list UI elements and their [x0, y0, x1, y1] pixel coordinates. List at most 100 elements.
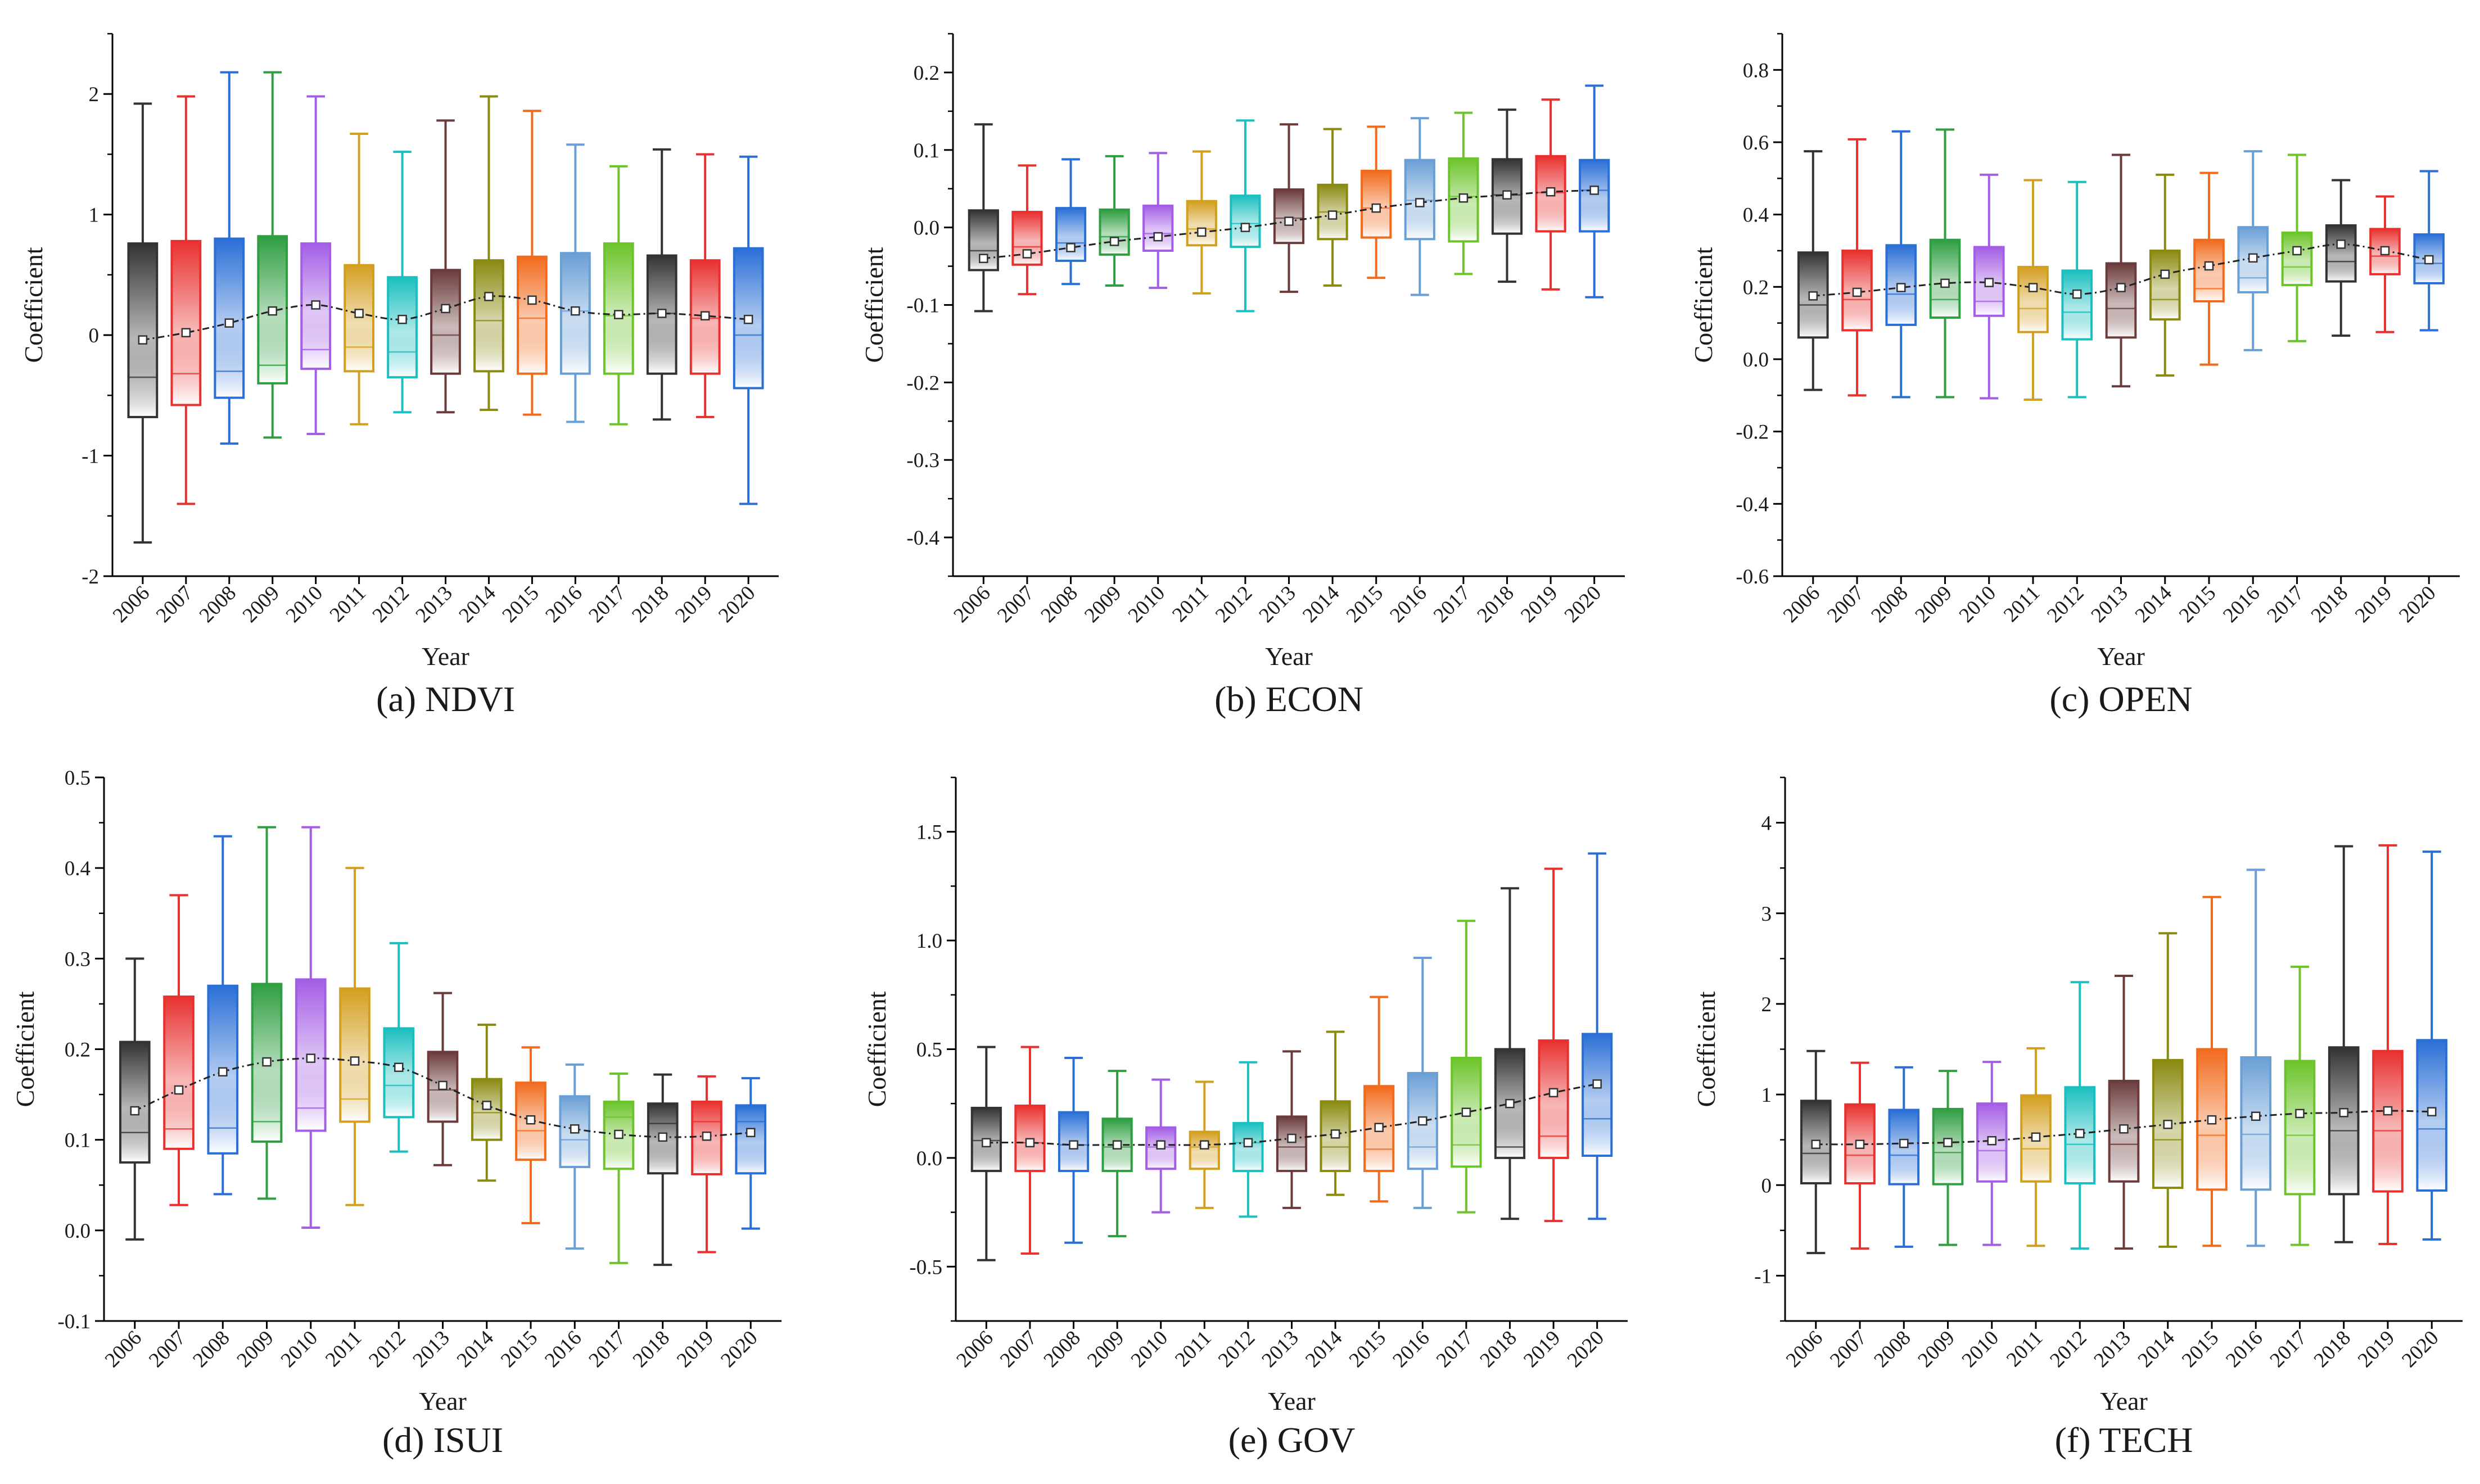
mean-marker [2295, 1109, 2305, 1119]
x-tick-label: 2020 [714, 581, 760, 627]
mean-marker [700, 311, 710, 321]
mean-marker [1548, 1088, 1559, 1098]
chart-panel-6: -101234200620072008200920102011201220132… [1692, 776, 2463, 1460]
mean-marker [1808, 291, 1818, 301]
mean-marker [614, 1129, 624, 1139]
mean-marker [1852, 287, 1862, 297]
x-tick-label: 2016 [540, 1326, 586, 1372]
y-tick-label: -0.2 [906, 372, 939, 395]
x-tick-label: 2012 [364, 1326, 410, 1372]
mean-marker [354, 309, 364, 318]
x-tick-label: 2007 [996, 1326, 1041, 1372]
box-2007 [1844, 1061, 1876, 1250]
box-iqr [646, 254, 677, 375]
x-tick-label: 2012 [368, 581, 414, 627]
box-2020 [2416, 850, 2448, 1241]
box-2016 [559, 143, 591, 423]
box-iqr [344, 264, 374, 373]
box-2007 [1841, 138, 1873, 397]
y-axis-title: Coefficient [862, 991, 891, 1107]
box-2006 [1800, 1049, 1832, 1255]
box-2011 [339, 867, 371, 1206]
box-2017 [1448, 111, 1479, 275]
mean-marker [571, 306, 580, 316]
y-tick-label: 0.0 [65, 1220, 91, 1243]
x-tick-label: 2018 [627, 581, 673, 627]
box-2015 [517, 110, 548, 416]
chart-panel-1: -2-1012200620072008200920102011201220132… [19, 33, 779, 719]
y-tick-label: -2 [82, 565, 99, 589]
box-iqr [2413, 233, 2445, 284]
box-2010 [1976, 1061, 2008, 1246]
box-iqr [430, 269, 461, 375]
box-2008 [214, 71, 245, 445]
mean-marker [484, 292, 494, 301]
box-2013 [2108, 974, 2140, 1250]
y-tick-label: 0.5 [916, 1039, 942, 1062]
box-iqr [1976, 1102, 2008, 1183]
y-tick-label: 3 [1761, 903, 1772, 926]
box-2013 [2105, 153, 2137, 388]
chart-panel-5: -0.5 0.0 0.5 1.0 1.5 200620072008200920102011… [862, 776, 1628, 1460]
x-tick-label: 2016 [1388, 1326, 1434, 1372]
panel-caption: (e) GOV [1228, 1420, 1356, 1460]
mean-marker [218, 1067, 228, 1077]
box-2012 [383, 942, 415, 1153]
x-tick-label: 2020 [1563, 1326, 1609, 1372]
mean-marker [1458, 193, 1469, 203]
x-tick-label: 2018 [629, 1326, 674, 1372]
box-iqr [1055, 207, 1087, 262]
y-tick-label: 0.0 [916, 1147, 942, 1170]
x-tick-label: 2018 [2307, 581, 2352, 627]
box-2012 [1230, 119, 1261, 313]
box-iqr [2017, 265, 2049, 333]
mean-marker [1153, 232, 1163, 242]
box-iqr [2328, 1046, 2360, 1196]
x-tick-label: 2015 [1342, 581, 1388, 627]
box-2008 [1885, 130, 1917, 399]
x-tick-label: 2016 [2219, 581, 2264, 627]
x-tick-label: 2011 [1171, 1326, 1216, 1371]
mean-marker [438, 1080, 448, 1091]
mean-marker [2251, 1111, 2261, 1121]
box-2016 [1407, 957, 1438, 1209]
box-2010 [1142, 152, 1174, 289]
mean-marker [441, 304, 450, 314]
box-2016 [559, 1063, 591, 1250]
y-tick-label: 0.3 [65, 948, 91, 971]
mean-marker [1287, 1133, 1297, 1143]
box-2015 [515, 1046, 546, 1224]
mean-marker [746, 1128, 756, 1138]
box-2014 [1317, 128, 1348, 287]
x-tick-label: 2020 [2397, 1326, 2443, 1372]
mean-marker [527, 295, 537, 305]
mean-marker [2336, 239, 2346, 249]
x-tick-label: 2016 [1385, 581, 1431, 627]
box-iqr [1099, 208, 1130, 256]
box-iqr [214, 237, 245, 399]
x-axis-title: Year [422, 642, 469, 671]
x-tick-label: 2006 [109, 581, 154, 627]
x-tick-label: 2015 [498, 581, 543, 627]
box-2010 [300, 95, 332, 435]
mean-marker [2383, 1106, 2393, 1116]
x-tick-label: 2010 [277, 1326, 322, 1372]
x-tick-label: 2006 [952, 1326, 997, 1372]
box-iqr [1058, 1111, 1090, 1173]
y-tick-label: -0.1 [57, 1310, 91, 1333]
mean-marker [1943, 1138, 1953, 1147]
x-tick-label: 2013 [1255, 581, 1300, 627]
box-iqr [2061, 269, 2093, 341]
mean-marker [1896, 283, 1906, 292]
mean-marker [2248, 253, 2258, 263]
x-tick-label: 2012 [2043, 581, 2088, 627]
box-2012 [2061, 180, 2093, 399]
y-tick-label: 1.0 [916, 930, 942, 953]
box-iqr [1273, 188, 1305, 245]
mean-marker [394, 1062, 404, 1072]
x-tick-label: 2014 [2134, 1326, 2179, 1372]
y-tick-label: 0.6 [1743, 132, 1769, 155]
box-iqr [2372, 1049, 2404, 1193]
x-tick-label: 2014 [2131, 581, 2176, 627]
x-tick-label: 2007 [1823, 581, 1868, 627]
